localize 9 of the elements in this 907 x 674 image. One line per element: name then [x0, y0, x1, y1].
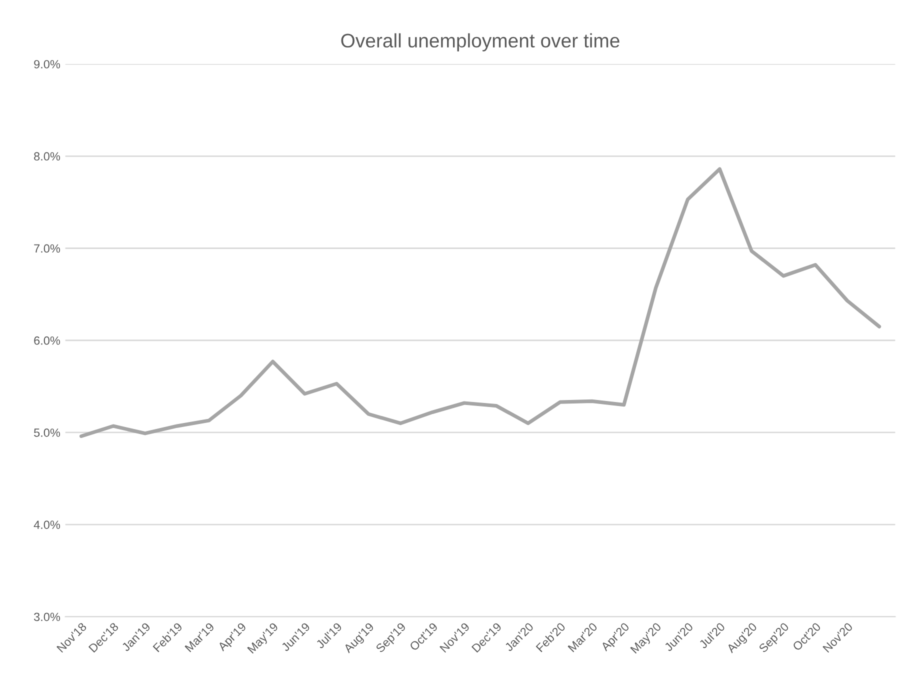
y-tick-label: 6.0% [34, 336, 60, 345]
line-series [79, 167, 882, 438]
y-tick-label: 7.0% [34, 244, 60, 253]
y-tick-label: 5.0% [34, 428, 60, 437]
y-tick-label: 4.0% [34, 520, 60, 529]
y-tick-label: 3.0% [34, 612, 60, 622]
y-tick-label: 8.0% [34, 152, 60, 161]
y-tick-label: 9.0% [34, 60, 60, 68]
chart-title: Overall unemployment over time [341, 33, 620, 52]
